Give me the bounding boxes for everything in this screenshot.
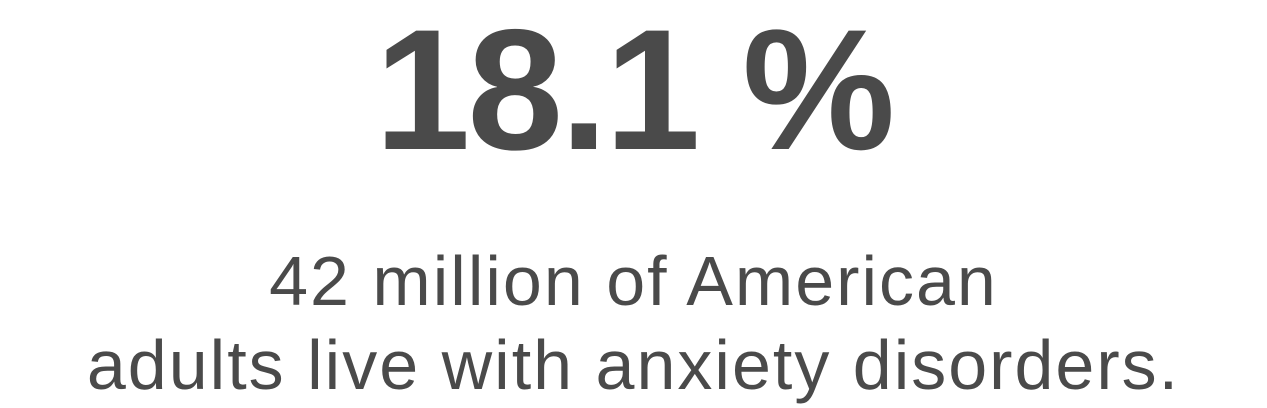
statistic-caption-line-2: adults live with anxiety disorders. xyxy=(86,326,1181,404)
statistic-caption-line-1: 42 million of American xyxy=(269,242,998,320)
statistic-value: 18.1 % xyxy=(374,0,895,186)
